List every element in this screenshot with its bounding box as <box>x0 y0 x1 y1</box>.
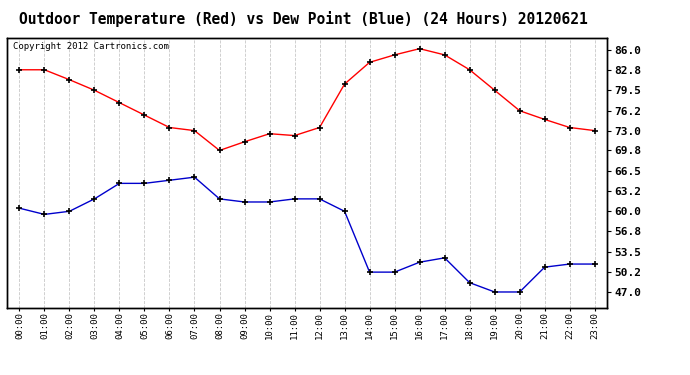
Text: Copyright 2012 Cartronics.com: Copyright 2012 Cartronics.com <box>13 42 169 51</box>
Text: Outdoor Temperature (Red) vs Dew Point (Blue) (24 Hours) 20120621: Outdoor Temperature (Red) vs Dew Point (… <box>19 11 588 27</box>
